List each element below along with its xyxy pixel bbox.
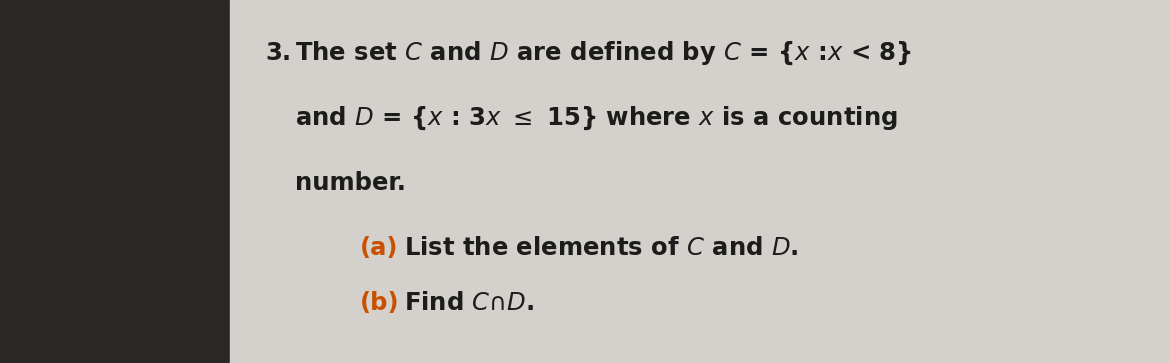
Bar [0,0,230,363]
Text: The set $\it{C}$ and $\it{D}$ are defined by $\it{C}$ = {$\it{x}$ :$\it{x}$ < 8}: The set $\it{C}$ and $\it{D}$ are define… [295,40,913,67]
Bar [230,0,1170,363]
Text: (a): (a) [360,236,399,260]
Text: 3.: 3. [264,41,291,65]
Text: and $\it{D}$ = {$\it{x}$ : 3$\it{x}$ $\leq$ 15} where $\it{x}$ is a counting: and $\it{D}$ = {$\it{x}$ : 3$\it{x}$ $\l… [295,105,897,132]
Text: number.: number. [295,171,406,195]
Text: List the elements of $\it{C}$ and $\it{D}$.: List the elements of $\it{C}$ and $\it{D… [405,236,799,260]
Text: Find $\it{C}$$\cap$$\it{D}$.: Find $\it{C}$$\cap$$\it{D}$. [405,291,535,315]
Text: (b): (b) [360,291,400,315]
